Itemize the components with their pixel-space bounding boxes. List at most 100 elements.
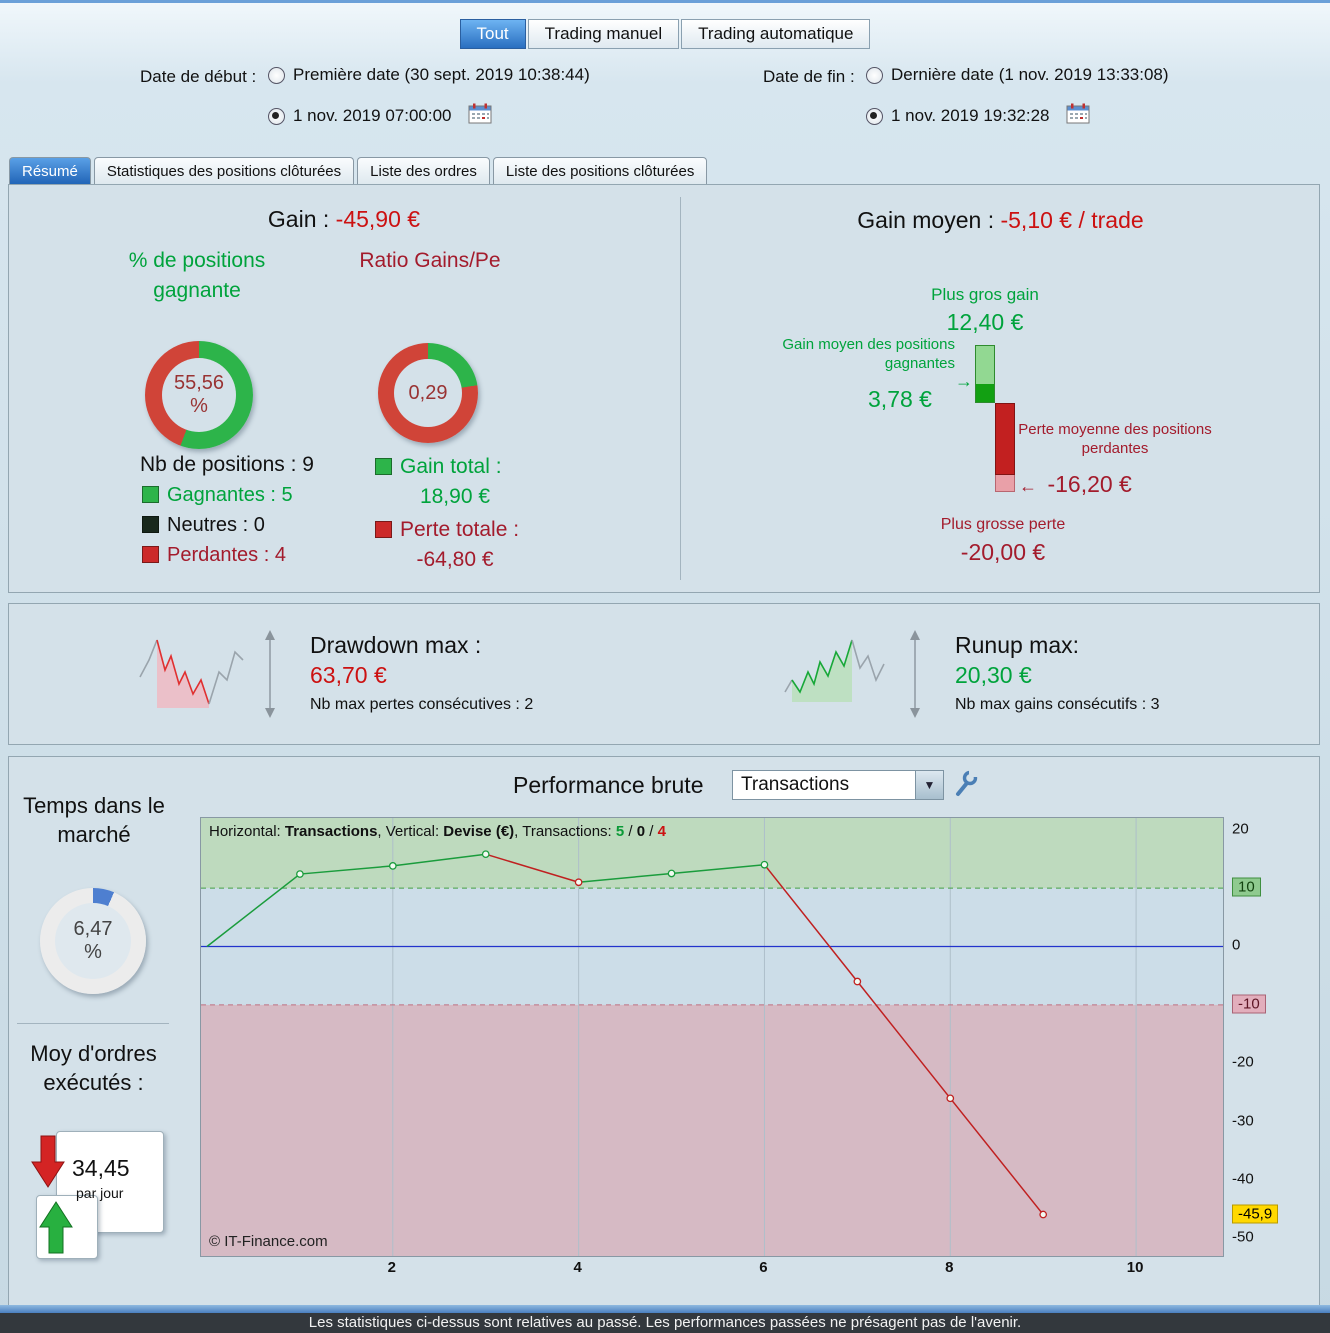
gain-total-label: Gain total : xyxy=(375,455,502,479)
gain-moyen-title: Gain moyen : -5,10 € / trade xyxy=(857,207,1144,233)
ratio-value: 0,29 xyxy=(408,381,448,404)
plus-gros-gain-value: 12,40 € xyxy=(946,309,1024,335)
avg-loss-bar xyxy=(995,403,1015,475)
y-axis-label: 0 xyxy=(1232,936,1241,954)
orders-title: Moy d'ordres exécutés : xyxy=(30,1041,157,1095)
radio-date-debut-custom[interactable]: 1 nov. 2019 07:00:00 xyxy=(268,103,492,129)
y-axis-label: -30 xyxy=(1232,1112,1254,1130)
runup-label: Runup max: xyxy=(955,632,1080,658)
performance-title: Performance brute xyxy=(513,772,704,798)
date-fin-value: 1 nov. 2019 19:32:28 xyxy=(891,106,1050,125)
pct-gagnantes-value: 55,56 % xyxy=(173,372,225,417)
biggest-gain-bar xyxy=(975,345,995,403)
tab-trading-manuel[interactable]: Trading manuel xyxy=(527,19,680,49)
market-time-donut: 6,47 % xyxy=(40,888,146,994)
arrow-right-icon: → xyxy=(955,371,973,391)
pct-gagnantes-donut: 55,56 % xyxy=(145,341,253,449)
perf-metric-select[interactable]: Transactions ▼ xyxy=(732,770,944,800)
perte-moyenne-label: Perte moyenne des positions perdantes xyxy=(1018,421,1212,457)
x-axis-label: 8 xyxy=(945,1259,954,1276)
performance-chart-svg xyxy=(201,818,1223,1256)
radio-icon xyxy=(268,66,285,84)
calendar-icon[interactable] xyxy=(1066,103,1090,129)
perf-metric-value: Transactions xyxy=(741,774,850,795)
tab-tout[interactable]: Tout xyxy=(459,19,526,49)
x-axis-label: 2 xyxy=(387,1259,396,1276)
gain-moyen-section: Gain moyen : -5,10 € / trade Plus gros g… xyxy=(681,185,1320,594)
radio-checked-icon xyxy=(866,107,883,125)
perte-moyenne-row: ← -16,20 € xyxy=(1019,471,1132,498)
tab-resume[interactable]: Résumé xyxy=(9,157,91,185)
radio-derniere-date[interactable]: Dernière date (1 nov. 2019 13:33:08) xyxy=(866,65,1169,85)
performance-chart: Horizontal: Transactions, Vertical: Devi… xyxy=(200,817,1224,1257)
ratio-title: Ratio Gains/Pe xyxy=(359,249,501,272)
radio-date-fin-custom[interactable]: 1 nov. 2019 19:32:28 xyxy=(866,103,1090,129)
drawdown-sparkline-icon xyxy=(135,622,300,731)
radio-checked-icon xyxy=(268,107,285,125)
y-axis-label: -20 xyxy=(1232,1053,1254,1071)
date-debut-value: 1 nov. 2019 07:00:00 xyxy=(293,106,452,125)
legend-gagnantes: Gagnantes : 5 xyxy=(142,484,293,507)
date-fin-label: Date de fin : xyxy=(763,67,855,86)
chevron-down-icon[interactable]: ▼ xyxy=(915,771,943,799)
perte-totale-label: Perte totale : xyxy=(375,518,519,542)
gain-total-value: 18,90 € xyxy=(419,485,491,508)
tab-liste-ordres[interactable]: Liste des ordres xyxy=(357,157,490,185)
perte-totale-value: -64,80 € xyxy=(416,548,494,571)
section-tabs: Résumé Statistiques des positions clôtur… xyxy=(9,157,708,185)
nb-positions: Nb de positions : 9 xyxy=(140,453,314,476)
x-axis-label: 10 xyxy=(1126,1259,1144,1276)
pct-gagnantes-title: % de positions gagnante xyxy=(128,249,266,302)
date-debut-label: Date de début : xyxy=(140,67,257,86)
arrow-left-icon: ← xyxy=(1019,476,1037,496)
ratio-donut: 0,29 xyxy=(378,343,478,443)
drawdown-label: Drawdown max : xyxy=(310,632,482,658)
x-axis: 2 4 6 8 10 xyxy=(200,1259,1222,1281)
runup-sub: Nb max gains consécutifs : 3 xyxy=(955,696,1160,713)
y-axis-label: -50 xyxy=(1232,1228,1254,1246)
mode-tabs: Tout Trading manuel Trading automatique xyxy=(0,19,1330,49)
calendar-icon[interactable] xyxy=(468,103,492,129)
x-axis-label: 4 xyxy=(573,1259,582,1276)
drawdown-block: Drawdown max : 63,70 € Nb max pertes con… xyxy=(310,630,533,714)
green-square-icon xyxy=(375,458,392,475)
orders-page-icon xyxy=(56,1131,164,1233)
red-square-icon xyxy=(142,546,159,563)
performance-panel: Temps dans le marché 6,47 % Moy d'ordres… xyxy=(8,756,1320,1309)
wrench-icon[interactable] xyxy=(953,770,979,803)
market-time-title: Temps dans le marché xyxy=(23,793,165,847)
radio-premiere-date-label: Première date (30 sept. 2019 10:38:44) xyxy=(293,65,590,84)
radio-derniere-date-label: Dernière date (1 nov. 2019 13:33:08) xyxy=(891,65,1169,84)
perte-moyenne-value: -16,20 € xyxy=(1047,471,1132,497)
biggest-loss-bar xyxy=(995,475,1015,492)
orders-icon-block: 34,45 par jour xyxy=(28,1131,168,1266)
red-square-icon xyxy=(375,521,392,538)
current-value-label: -45,9 xyxy=(1232,1204,1279,1224)
orders-value: 34,45 xyxy=(72,1155,130,1181)
x-axis-label: 6 xyxy=(759,1259,768,1276)
radio-premiere-date[interactable]: Première date (30 sept. 2019 10:38:44) xyxy=(268,65,590,85)
plus-grosse-perte-label: Plus grosse perte xyxy=(940,516,1066,533)
y-axis-label: 20 xyxy=(1232,820,1249,838)
tab-trading-automatique[interactable]: Trading automatique xyxy=(681,19,871,49)
tab-statistiques-positions[interactable]: Statistiques des positions clôturées xyxy=(93,157,355,185)
red-down-arrow-icon xyxy=(31,1135,65,1188)
drawdown-runup-panel: Drawdown max : 63,70 € Nb max pertes con… xyxy=(8,603,1320,745)
legend-perdantes: Perdantes : 4 xyxy=(142,544,286,567)
tab-liste-positions[interactable]: Liste des positions clôturées xyxy=(492,157,708,185)
gain-title: Gain : -45,90 € xyxy=(267,206,421,232)
gain-moyen-gagnantes-label: Gain moyen des positions gagnantes xyxy=(782,336,955,372)
plus-grosse-perte-value: -20,00 € xyxy=(960,539,1046,565)
black-square-icon xyxy=(142,516,159,533)
y-axis-label: -10 xyxy=(1232,994,1266,1014)
drawdown-value: 63,70 € xyxy=(310,662,387,688)
chart-legend: Horizontal: Transactions, Vertical: Devi… xyxy=(209,823,666,840)
gain-moyen-value: -5,10 € / trade xyxy=(1000,207,1144,233)
gain-moyen-gagnantes-value: 3,78 € xyxy=(868,386,932,412)
market-time-value: 6,47 % xyxy=(73,918,113,963)
bottom-strip xyxy=(0,1305,1330,1313)
legend-neutres: Neutres : 0 xyxy=(142,514,265,537)
y-axis-label: -40 xyxy=(1232,1170,1254,1188)
plus-gros-gain-label: Plus gros gain xyxy=(931,285,1039,304)
